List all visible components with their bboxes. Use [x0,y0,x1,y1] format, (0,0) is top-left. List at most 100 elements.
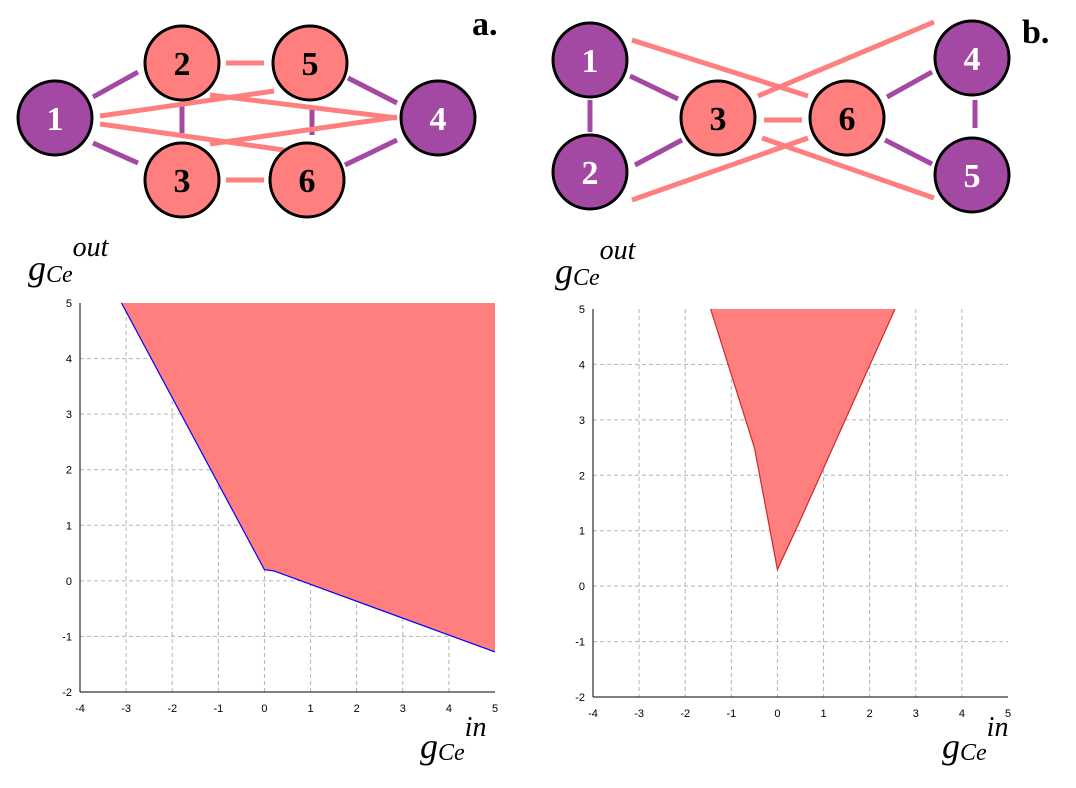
graph-b-node-2-label: 2 [582,155,599,192]
graph-b-node-6-label: 6 [839,101,856,138]
x-axis-title-b-sub: Ce [960,740,987,766]
y-axis-title-b: gCeout [555,235,637,291]
edge-b-2-3 [633,137,684,168]
x-tick-label-b-0: -4 [588,708,598,720]
graph-b-node-6-circle [808,79,886,157]
graph-a-node-3: 3 [143,141,221,219]
edge-b-3-5 [761,135,935,201]
y-tick-label-a-1: -1 [62,631,72,643]
graph-b-node-4: 4 [933,19,1011,97]
y-axis-title-a-sub: Ce [46,262,73,288]
x-axis-title-a-g: g [420,726,438,766]
edge-b-3-4 [757,19,935,99]
x-tick-label-b-7: 3 [913,708,919,720]
graph-b-node-3: 3 [679,79,757,157]
svg-text:gCein: gCein [942,712,1008,766]
graph-b-node-1: 1 [551,21,629,99]
graph-b-node-2: 2 [551,133,629,211]
graph-b-node-5: 5 [933,136,1011,214]
x-tick-label-b-9: 5 [1005,708,1011,720]
y-axis-title-a: gCeout [28,232,110,288]
x-tick-label-b-2: -2 [680,708,690,720]
region-a [121,303,495,652]
y-tick-label-a-0: -2 [62,687,72,699]
x-tick-label-a-2: -2 [167,703,177,715]
graph-a-node-6: 6 [268,141,346,219]
x-tick-label-a-9: 5 [492,703,498,715]
y-tick-label-a-3: 1 [66,520,72,532]
x-tick-label-a-0: -4 [75,703,85,715]
graph-a: 1 2 3 4 5 6 a. [16,6,498,219]
x-tick-label-a-5: 1 [307,703,313,715]
graph-b-node-4-label: 4 [964,41,981,78]
y-tick-label-a-7: 5 [66,298,72,310]
y-tick-label-b-7: 5 [579,304,585,316]
chart-a: -4 -3 -2 -1 0 1 2 3 4 5 -2 -1 0 1 2 3 4 5 [62,298,498,715]
x-axis-title-b-sup: in [987,712,1009,743]
graph-a-edges [91,60,399,183]
graph-b-node-6: 6 [808,79,886,157]
x-tick-label-a-4: 0 [261,703,267,715]
panel-label-a: a. [472,6,498,43]
y-tick-label-b-3: 1 [579,526,585,538]
y-tick-label-a-4: 2 [66,465,72,477]
y-tick-label-a-5: 3 [66,409,72,421]
graph-a-node-4: 4 [399,79,477,157]
graph-a-node-4-circle [399,79,477,157]
graph-b-node-3-circle [679,79,757,157]
graph-a-node-6-circle [268,141,346,219]
x-tick-label-b-8: 4 [959,708,965,720]
svg-text:gCeout: gCeout [555,235,637,291]
y-axis-title-b-sup: out [600,235,637,266]
graph-b-node-1-circle [551,21,629,99]
graph-b-node-5-circle [933,136,1011,214]
graph-b: 1 2 3 4 5 6 b. [551,14,1049,214]
x-tick-label-a-1: -3 [121,703,131,715]
x-tick-label-b-1: -3 [634,708,644,720]
region-b [710,309,896,570]
x-tick-label-b-3: -1 [726,708,736,720]
graph-a-node-2: 2 [143,24,221,102]
edge-b-6-4 [885,69,934,100]
x-axis-title-b-g: g [942,726,960,766]
edge-b-2-6 [631,135,809,203]
graph-a-node-1-circle [16,79,94,157]
x-axis-title-a-sub: Ce [438,740,465,766]
graph-b-node-1-label: 1 [582,43,599,80]
x-tick-label-a-7: 3 [400,703,406,715]
edge-1-5 [99,88,275,119]
y-axis-title-b-g: g [555,251,573,291]
edge-1-2 [91,69,140,100]
graph-a-node-1-label: 1 [47,101,64,138]
edge-b-1-3 [628,73,680,102]
y-tick-label-a-2: 0 [66,576,72,588]
graph-a-node-3-label: 3 [174,163,191,200]
y-tick-label-b-5: 3 [579,415,585,427]
graph-a-node-5: 5 [271,24,349,102]
graph-a-node-2-circle [143,24,221,102]
graph-b-node-2-circle [551,133,629,211]
x-axis-title-b: gCein [942,712,1008,766]
y-tick-label-b-2: 0 [579,581,585,593]
y-tick-label-b-1: -1 [575,637,585,649]
graph-a-node-4-label: 4 [430,101,447,138]
edge-3-4 [209,114,398,147]
svg-text:gCeout: gCeout [28,232,110,288]
y-tick-label-b-6: 4 [579,359,585,371]
x-tick-label-b-6: 2 [867,708,873,720]
x-tick-label-b-5: 1 [820,708,826,720]
graph-b-node-3-label: 3 [710,101,727,138]
graph-a-node-6-label: 6 [299,163,316,200]
x-axis-title-a: gCein [420,712,486,766]
boundary-line-b [710,308,896,572]
x-tick-label-b-4: 0 [774,708,780,720]
panel-label-b: b. [1022,14,1049,51]
graph-a-node-3-circle [143,141,221,219]
y-tick-label-b-0: -2 [575,692,585,704]
y-axis-title-a-g: g [28,248,46,288]
edge-1-3 [91,140,140,166]
graph-b-node-4-circle [933,19,1011,97]
y-tick-label-b-4: 2 [579,470,585,482]
graph-a-node-5-label: 5 [302,46,319,83]
